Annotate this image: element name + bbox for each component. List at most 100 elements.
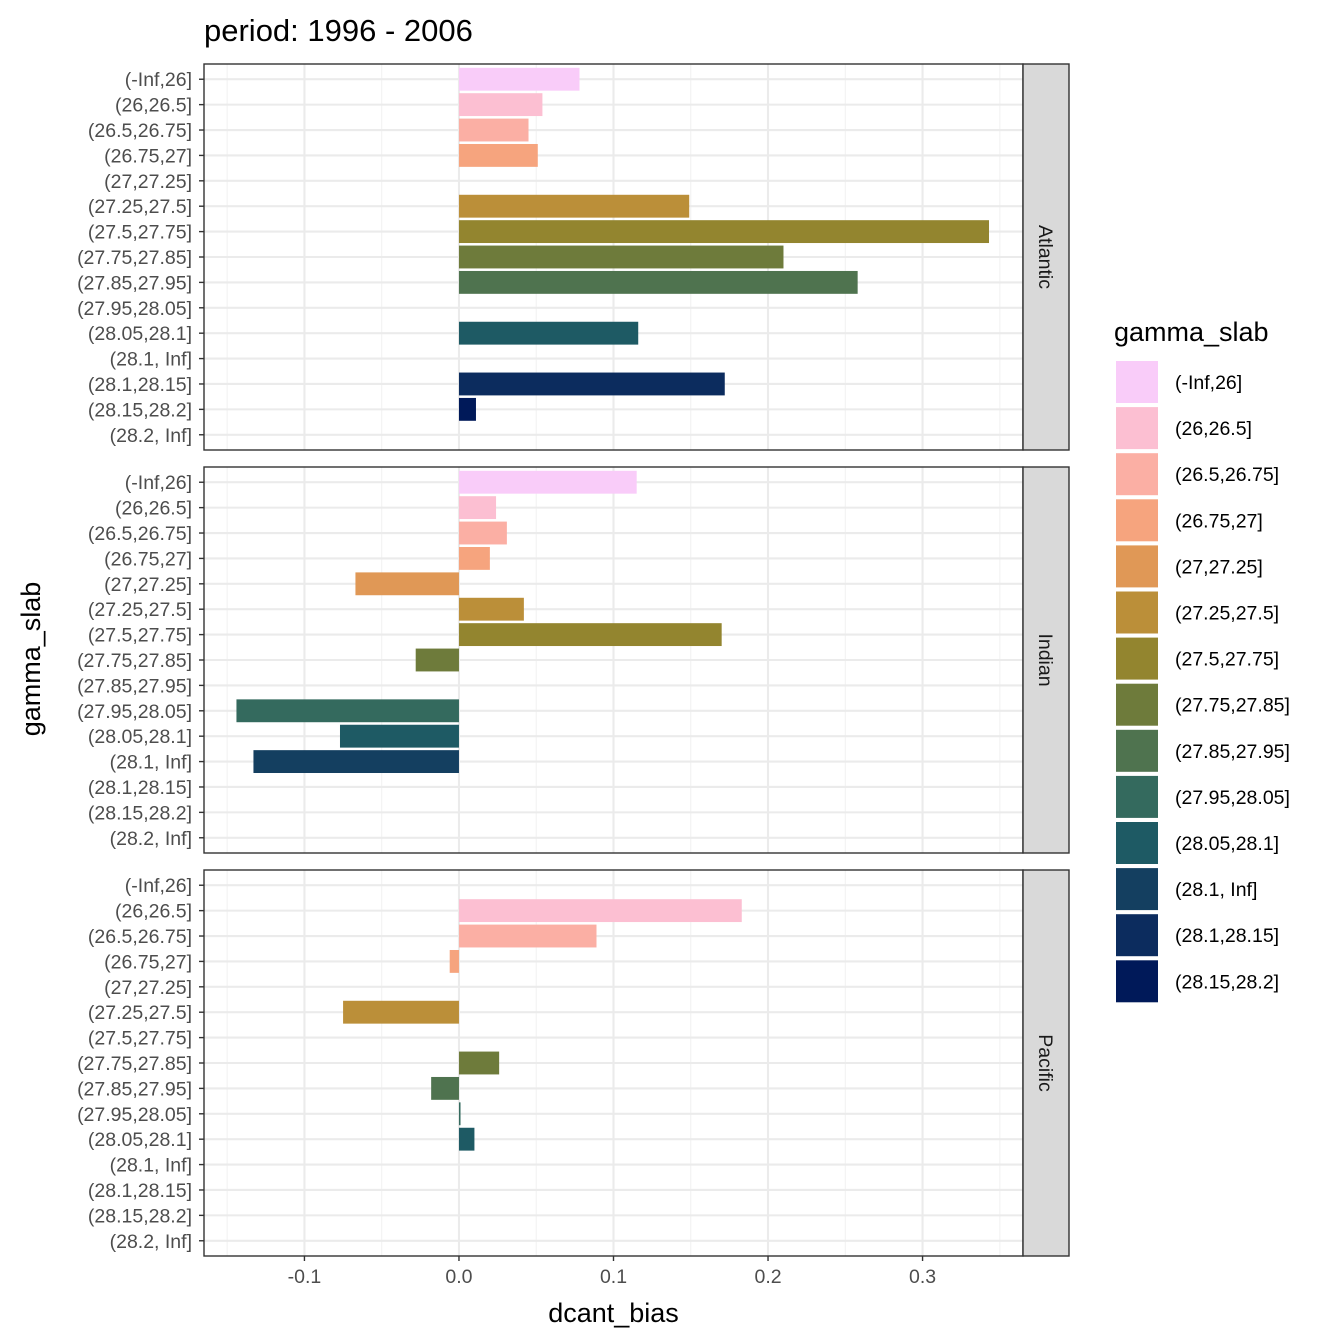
major-gridlines — [204, 467, 1023, 853]
legend-swatch — [1116, 637, 1158, 680]
x-tick-label: 0.3 — [909, 1266, 936, 1288]
y-tick-label: (26.75,27] — [104, 145, 192, 167]
bars — [236, 470, 722, 774]
bar — [458, 496, 497, 520]
y-tick-label: (28.05,28.1] — [88, 1129, 192, 1151]
bar — [458, 372, 725, 396]
facet-strip-label: Atlantic — [1034, 225, 1056, 289]
legend-item: (-Inf,26] — [1116, 361, 1242, 403]
y-tick-label: (26.5,26.75] — [88, 926, 192, 948]
legend-item: (26.75,27] — [1116, 499, 1263, 542]
bar — [458, 924, 597, 948]
y-tick-label: (28.1, Inf] — [110, 349, 192, 371]
y-tick-label: (28.2, Inf] — [110, 828, 192, 850]
bar — [458, 1102, 461, 1126]
y-tick-label: (28.15,28.2] — [88, 399, 192, 421]
bar — [458, 1127, 475, 1151]
facet-strip-label: Pacific — [1034, 1034, 1056, 1092]
facet-strip-label: Indian — [1034, 633, 1056, 686]
x-tick-label: 0.2 — [754, 1266, 781, 1288]
bar — [458, 470, 637, 494]
y-tick-label: (27,27.25] — [104, 171, 192, 193]
bar — [236, 699, 459, 723]
legend-title: gamma_slab — [1114, 317, 1269, 347]
legend-item: (27.25,27.5] — [1116, 591, 1279, 634]
chart-title: period: 1996 - 2006 — [204, 13, 473, 48]
y-axis: (-Inf,26] (26,26.5] (26.5,26.75] (26.75,27]… — [77, 69, 204, 447]
y-axis: (-Inf,26] (26,26.5] (26.5,26.75] (26.75,27]… — [77, 875, 204, 1253]
y-tick-label: (27.85,27.95] — [77, 1078, 192, 1100]
y-tick-label: (28.15,28.2] — [88, 1205, 192, 1227]
legend-label: (27,27.25] — [1175, 556, 1263, 578]
y-tick-label: (27.75,27.85] — [77, 247, 192, 269]
bar — [343, 1000, 459, 1024]
legend: gamma_slab (-Inf,26] (26,26.5] (26.5,26.75… — [1114, 317, 1290, 1003]
bar — [458, 245, 784, 269]
y-tick-label: (27.25,27.5] — [88, 196, 192, 218]
legend-label: (28.1, Inf] — [1175, 879, 1257, 901]
y-tick-label: (27.25,27.5] — [88, 1002, 192, 1024]
y-tick-label: (28.2, Inf] — [110, 425, 192, 447]
legend-item: (28.05,28.1] — [1116, 822, 1279, 864]
legend-swatch — [1116, 729, 1158, 772]
bar — [458, 546, 490, 570]
legend-swatch — [1116, 960, 1158, 1003]
y-tick-label: (-Inf,26] — [125, 472, 192, 494]
y-tick-label: (27.5,27.75] — [88, 1028, 192, 1050]
x-tick-label: 0.1 — [600, 1266, 627, 1288]
y-tick-label: (27.95,28.05] — [77, 298, 192, 320]
bar — [458, 397, 476, 421]
legend-swatch — [1116, 453, 1158, 496]
y-tick-label: (28.1,28.15] — [88, 1180, 192, 1202]
bar — [458, 521, 507, 545]
legend-swatch — [1116, 822, 1158, 864]
bar — [458, 67, 580, 91]
legend-item: (28.1,28.15] — [1116, 914, 1279, 957]
legend-swatch — [1116, 868, 1158, 911]
legend-swatch — [1116, 683, 1158, 726]
facet-strip — [1022, 869, 1070, 1257]
y-tick-label: (26,26.5] — [115, 498, 192, 520]
y-tick-label: (27.95,28.05] — [77, 701, 192, 723]
x-tick-label: 0.0 — [445, 1266, 472, 1288]
legend-label: (28.1,28.15] — [1175, 925, 1279, 947]
y-tick-label: (27,27.25] — [104, 574, 192, 596]
y-tick-label: (27.5,27.75] — [88, 625, 192, 647]
bar — [355, 572, 459, 596]
y-tick-label: (-Inf,26] — [125, 69, 192, 91]
y-tick-label: (28.1,28.15] — [88, 777, 192, 799]
y-tick-label: (-Inf,26] — [125, 875, 192, 897]
major-gridlines — [204, 870, 1023, 1256]
y-tick-label: (26.5,26.75] — [88, 523, 192, 545]
y-tick-label: (28.1, Inf] — [110, 1155, 192, 1177]
legend-swatch — [1116, 914, 1158, 957]
bar — [458, 143, 538, 167]
bar — [415, 648, 459, 672]
bar — [339, 724, 459, 748]
bar — [458, 270, 858, 294]
y-tick-label: (27.85,27.95] — [77, 272, 192, 294]
y-tick-label: (26,26.5] — [115, 95, 192, 117]
legend-item: (28.15,28.2] — [1116, 960, 1279, 1003]
legend-item: (27.5,27.75] — [1116, 637, 1279, 680]
facet-panel-indian: (-Inf,26] (26,26.5] (26.5,26.75] (26.75,27]… — [77, 466, 1070, 854]
bars — [343, 899, 742, 1151]
legend-label: (26.5,26.75] — [1175, 464, 1279, 486]
facet-panel-atlantic: (-Inf,26] (26,26.5] (26.5,26.75] (26.75,27]… — [77, 63, 1070, 451]
y-tick-label: (26.5,26.75] — [88, 120, 192, 142]
y-tick-label: (27.25,27.5] — [88, 599, 192, 621]
y-tick-label: (28.1, Inf] — [110, 752, 192, 774]
legend-item: (27,27.25] — [1116, 545, 1263, 588]
legend-label: (-Inf,26] — [1175, 372, 1242, 394]
bar — [458, 220, 990, 244]
bar — [253, 750, 459, 774]
legend-swatch — [1116, 361, 1158, 403]
y-tick-label: (28.05,28.1] — [88, 726, 192, 748]
legend-label: (27.95,28.05] — [1175, 787, 1290, 809]
legend-item: (28.1, Inf] — [1116, 868, 1257, 911]
bar — [458, 623, 722, 647]
legend-swatch — [1116, 545, 1158, 588]
y-tick-label: (26.75,27] — [104, 548, 192, 570]
bar — [458, 899, 742, 923]
